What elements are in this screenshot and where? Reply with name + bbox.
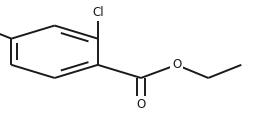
Text: Cl: Cl	[92, 6, 104, 19]
Text: O: O	[136, 98, 146, 111]
Text: O: O	[172, 58, 181, 71]
